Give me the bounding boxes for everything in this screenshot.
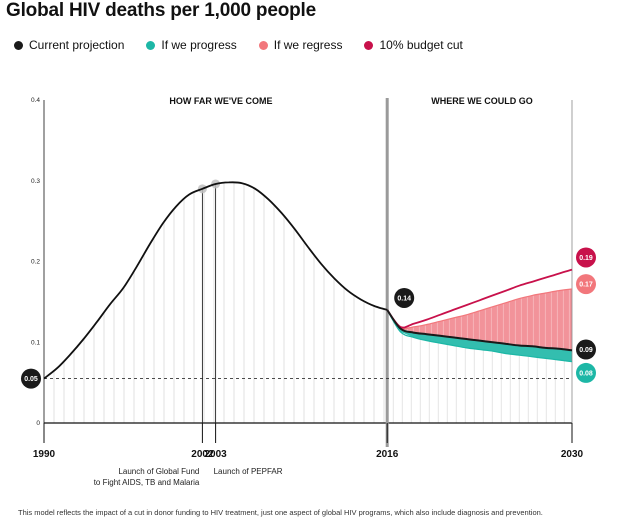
- value-label: 0.05: [24, 376, 38, 383]
- legend-swatch-budget-cut: [364, 40, 374, 50]
- line-regress: [386, 288, 573, 330]
- legend-item-regress: If we regress: [258, 38, 343, 52]
- x-tick-label: 2030: [561, 449, 584, 460]
- legend-swatch-progress: [146, 40, 156, 50]
- y-tick-label: 0.1: [31, 339, 40, 346]
- future-hatch: [392, 319, 565, 423]
- annotation-text: to Fight AIDS, TB and Malaria: [94, 478, 200, 487]
- value-label: 0.09: [579, 347, 593, 354]
- y-tick-label: 0: [36, 420, 40, 427]
- x-tick-label: 2003: [204, 449, 227, 460]
- value-label: 0.14: [397, 295, 411, 302]
- annotation-text: Launch of PEPFAR: [214, 467, 283, 476]
- chart-title: Global HIV deaths per 1,000 people: [6, 0, 316, 21]
- history-hatch: [53, 182, 385, 423]
- legend-label-current: Current projection: [29, 38, 125, 52]
- annotation-text: Launch of Global Fund: [118, 467, 199, 476]
- line-budget-cut: [386, 268, 573, 329]
- section-label-future: WHERE WE COULD GO: [431, 96, 533, 106]
- history-line: [43, 181, 388, 380]
- x-tick-label: 2016: [376, 449, 399, 460]
- value-label: 0.17: [579, 282, 593, 289]
- legend-swatch-regress: [258, 40, 268, 50]
- legend-item-progress: If we progress: [146, 38, 237, 52]
- legend: Current projection If we progress If we …: [14, 38, 463, 52]
- value-bubble: [576, 247, 596, 268]
- footnote: This model reflects the impact of a cut …: [18, 508, 543, 517]
- value-label: 0.19: [579, 255, 593, 262]
- legend-item-current: Current projection: [14, 38, 124, 52]
- value-bubble: [394, 287, 415, 308]
- y-tick-label: 0.4: [31, 97, 40, 104]
- line-progress: [386, 309, 573, 363]
- value-bubble: [21, 368, 41, 389]
- area-progress: [387, 309, 572, 362]
- y-tick-label: 0.2: [31, 259, 40, 266]
- x-tick-label: 1990: [33, 449, 56, 460]
- value-bubble: [576, 362, 596, 383]
- value-bubble: [576, 274, 596, 295]
- legend-item-budget-cut: 10% budget cut: [364, 38, 463, 52]
- regress-hatch: [394, 289, 570, 350]
- legend-label-budget-cut: 10% budget cut: [379, 38, 463, 52]
- value-bubble: [576, 339, 596, 360]
- value-label: 0.08: [579, 370, 593, 377]
- section-label-past: HOW FAR WE'VE COME: [169, 96, 272, 106]
- legend-swatch-current: [14, 40, 23, 50]
- line-current-projection: [386, 309, 573, 352]
- legend-label-regress: If we regress: [273, 38, 343, 52]
- y-tick-label: 0.3: [31, 178, 40, 185]
- legend-label-progress: If we progress: [161, 38, 237, 52]
- divider-2016: [385, 98, 389, 447]
- x-tick-label: 2002: [191, 449, 214, 460]
